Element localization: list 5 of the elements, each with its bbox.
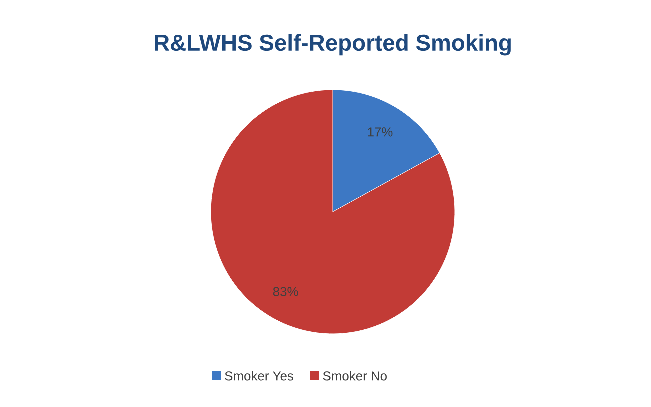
data-label: 83%	[273, 287, 298, 296]
legend-label: Smoker No	[323, 371, 387, 381]
data-label: 17%	[368, 128, 393, 137]
chart-title: R&LWHS Self-Reported Smoking	[155, 34, 511, 56]
legend-label: Smoker Yes	[225, 371, 294, 381]
